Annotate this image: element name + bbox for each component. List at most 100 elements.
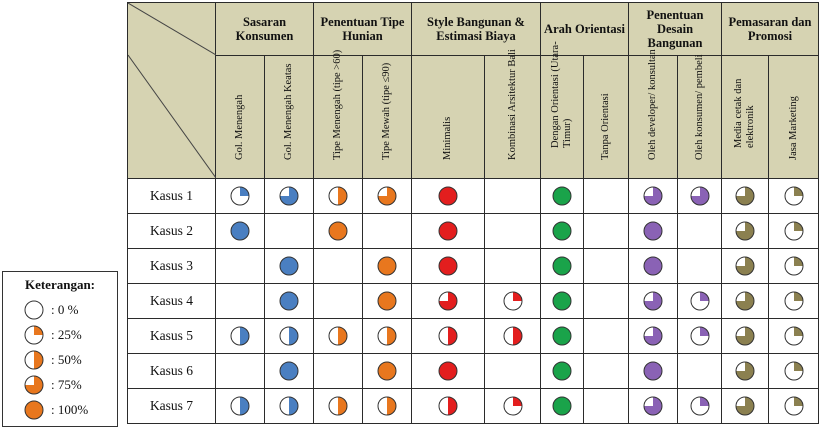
harvey-ball	[438, 256, 458, 276]
column-header: Tipe Menengah (tipe >60)	[313, 50, 363, 179]
harvey-ball	[643, 396, 663, 416]
data-cell	[484, 388, 541, 424]
data-cell	[215, 283, 265, 319]
data-cell	[362, 213, 412, 249]
legend-harvey-ball	[24, 325, 44, 345]
column-header-label: Gol. Menengah	[234, 94, 245, 160]
data-cell	[540, 213, 584, 249]
column-header: Tanpa Orientasi	[583, 55, 629, 179]
data-cell	[484, 353, 541, 389]
group-header: Style Bangunan & Estimasi Biaya	[411, 2, 541, 56]
data-cell	[264, 353, 314, 389]
data-cell	[411, 353, 485, 389]
data-cell	[628, 178, 678, 214]
column-header: Gol. Menengah Keatas	[264, 55, 314, 179]
harvey-ball	[690, 291, 709, 311]
legend-label: : 100%	[51, 402, 89, 417]
legend-harvey-ball	[24, 375, 44, 395]
harvey-ball	[552, 326, 572, 346]
column-header-label: Tipe Mewah (tipe ≤90)	[381, 62, 392, 160]
data-cell	[583, 213, 629, 249]
data-cell	[540, 283, 584, 319]
data-cell	[411, 318, 485, 354]
harvey-ball	[552, 221, 572, 241]
data-cell	[677, 283, 722, 319]
data-cell	[313, 388, 363, 424]
data-cell	[264, 213, 314, 249]
analysis-table: Sasaran Konsumen Penentuan Tipe Hunian Sty…	[127, 2, 819, 424]
data-cell	[768, 178, 819, 214]
data-cell	[411, 388, 485, 424]
column-header-label: Tanpa Orientasi	[600, 93, 611, 160]
data-cell	[721, 318, 769, 354]
column-header: Oleh developer/ konsultan	[628, 49, 678, 179]
data-cell	[484, 318, 541, 354]
legend-title: Keterangan:	[24, 277, 96, 292]
harvey-ball	[377, 396, 397, 416]
data-cell	[583, 318, 629, 354]
corner-cell	[127, 2, 216, 179]
group-header: Pemasaran dan Promosi	[721, 2, 819, 56]
data-cell	[628, 388, 678, 424]
data-cell	[215, 248, 265, 284]
column-header-label: Minimalis	[442, 116, 453, 160]
group-header: Penentuan Tipe Hunian	[313, 2, 412, 56]
harvey-ball	[328, 326, 348, 346]
harvey-ball	[279, 326, 299, 346]
column-header-label: Gol. Menengah Keatas	[283, 63, 294, 160]
harvey-ball	[784, 186, 803, 206]
data-cell	[540, 248, 584, 284]
data-cell	[540, 353, 584, 389]
data-cell	[540, 178, 584, 214]
harvey-ball	[735, 361, 755, 381]
harvey-ball	[503, 291, 522, 311]
harvey-ball	[279, 396, 299, 416]
data-cell	[411, 178, 485, 214]
harvey-ball	[230, 221, 250, 241]
data-cell	[540, 388, 584, 424]
harvey-ball	[279, 186, 299, 206]
data-cell	[264, 178, 314, 214]
harvey-ball	[784, 396, 803, 416]
harvey-ball	[690, 396, 709, 416]
harvey-ball	[503, 396, 522, 416]
data-cell	[721, 178, 769, 214]
harvey-ball	[552, 256, 572, 276]
harvey-ball	[784, 256, 803, 276]
harvey-ball	[279, 256, 299, 276]
data-cell	[215, 353, 265, 389]
data-cell	[721, 248, 769, 284]
data-cell	[583, 353, 629, 389]
data-cell	[411, 213, 485, 249]
column-header: Media cetak dan elektronik	[721, 55, 769, 179]
case-label: Kasus 6	[127, 353, 216, 389]
data-cell	[313, 213, 363, 249]
table-row: Kasus 5	[127, 318, 819, 354]
harvey-ball	[438, 326, 458, 346]
data-cell	[540, 318, 584, 354]
column-header-label: Kombinasi Arsitektur Bali	[506, 49, 518, 160]
data-cell	[411, 248, 485, 284]
column-header: Dengan Orientasi (Utara-Timur)	[540, 41, 584, 179]
legend-box: Keterangan: : 0 %: 25%: 50%: 75%: 100%	[2, 271, 118, 427]
harvey-ball	[503, 326, 522, 346]
harvey-ball	[784, 326, 803, 346]
data-cell	[628, 283, 678, 319]
legend-harvey-ball	[24, 350, 44, 370]
data-cell	[362, 248, 412, 284]
case-label: Kasus 7	[127, 388, 216, 424]
data-cell	[583, 388, 629, 424]
data-cell	[215, 213, 265, 249]
column-header-label: Oleh konsumen/ pembeli	[693, 54, 705, 160]
harvey-ball	[438, 221, 458, 241]
harvey-ball	[377, 186, 397, 206]
harvey-ball	[735, 396, 755, 416]
harvey-ball	[552, 361, 572, 381]
data-cell	[313, 353, 363, 389]
data-cell	[313, 283, 363, 319]
data-cell	[583, 248, 629, 284]
legend-label: : 50%	[51, 352, 82, 367]
data-cell	[313, 178, 363, 214]
legend-item: : 50%	[23, 350, 82, 370]
group-header: Penentuan Desain Bangunan	[628, 2, 722, 56]
